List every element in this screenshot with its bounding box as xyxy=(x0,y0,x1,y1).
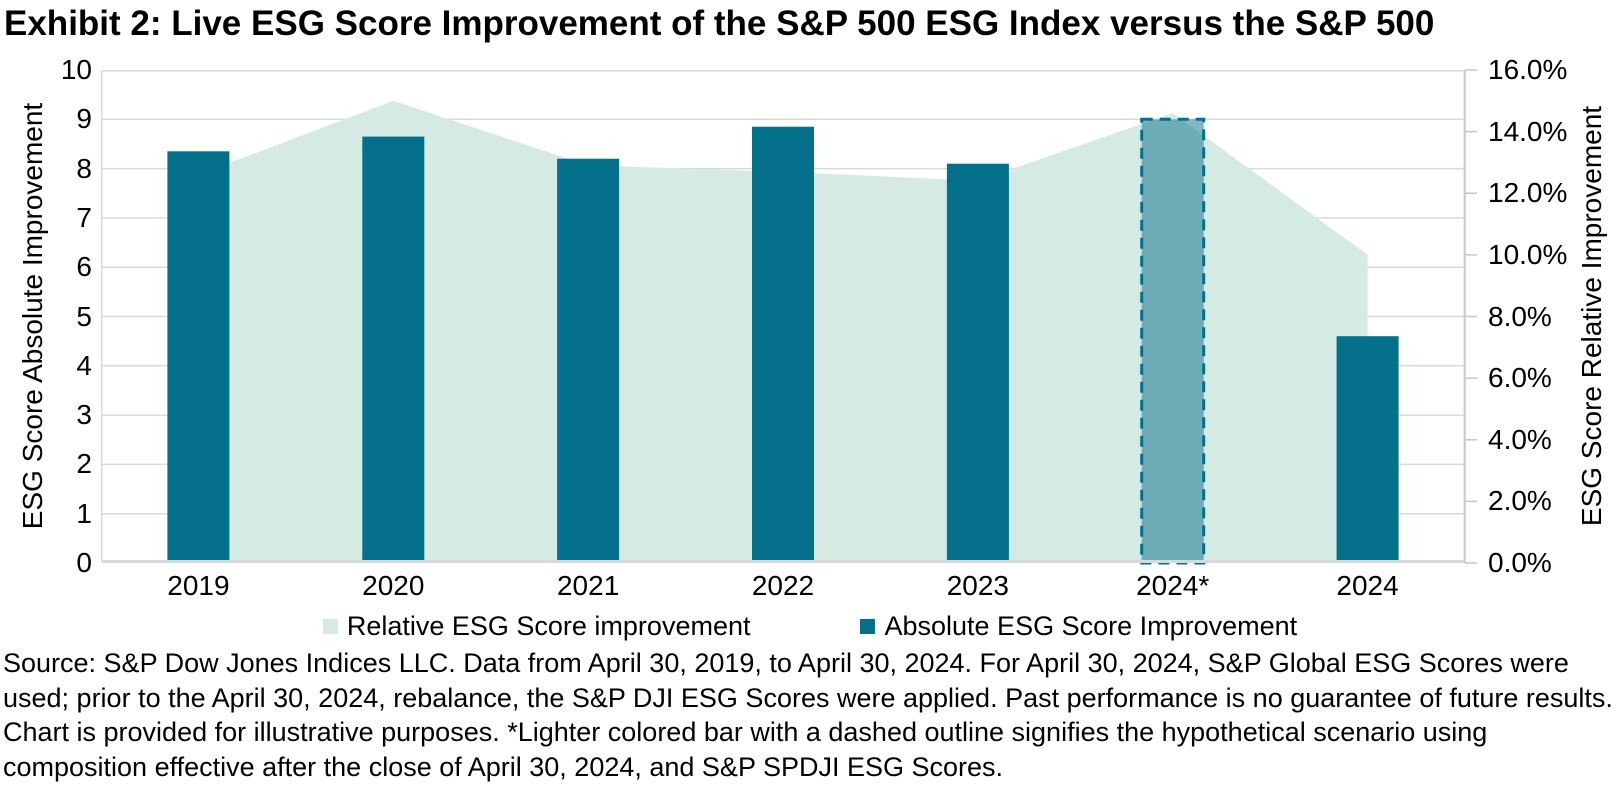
legend-label: Absolute ESG Score Improvement xyxy=(884,610,1298,641)
bar-2021 xyxy=(557,158,620,563)
right-tick-label: 2.0% xyxy=(1488,485,1552,517)
right-tick-label: 10.0% xyxy=(1488,238,1568,270)
bar-hypothetical-2024 xyxy=(1140,117,1206,565)
right-tick-label: 0.0% xyxy=(1488,547,1552,578)
bar-2020 xyxy=(362,136,425,563)
legend-swatch-icon xyxy=(860,618,876,634)
right-tick-label: 8.0% xyxy=(1488,300,1552,332)
left-tick-label: 1 xyxy=(76,497,92,529)
right-tick-label: 16.0% xyxy=(1488,54,1568,85)
chart-title: Exhibit 2: Live ESG Score Improvement of… xyxy=(4,4,1435,43)
x-axis-label-2024: 2024 xyxy=(1336,570,1399,601)
left-tick-label: 9 xyxy=(76,103,92,135)
left-tick-label: 3 xyxy=(76,399,92,431)
legend-item-absolute: Absolute ESG Score Improvement xyxy=(860,611,1297,642)
x-axis-label-2022: 2022 xyxy=(751,570,815,601)
right-tick-label: 12.0% xyxy=(1488,177,1568,209)
plot-area xyxy=(101,69,1477,565)
legend-swatch-icon xyxy=(322,618,338,634)
legend-item-relative: Relative ESG Score improvement xyxy=(322,610,751,642)
left-tick-label: 7 xyxy=(76,201,92,233)
x-axis-label-2020: 2020 xyxy=(362,570,425,601)
left-tick-label: 0 xyxy=(76,547,92,578)
x-axis-label-2021: 2021 xyxy=(556,570,620,601)
right-tick-label: 14.0% xyxy=(1488,115,1568,147)
legend-label: Relative ESG Score improvement xyxy=(346,610,751,641)
source-note: Source: S&P Dow Jones Indices LLC. Data … xyxy=(3,648,1613,782)
chart-legend: Relative ESG Score improvement Absolute E… xyxy=(0,610,1620,642)
x-axis-label-2024: 2024* xyxy=(1136,570,1210,601)
left-tick-label: 8 xyxy=(76,152,92,184)
left-tick-label: 2 xyxy=(76,448,92,480)
right-tick-label: 6.0% xyxy=(1488,362,1552,394)
left-tick-label: 6 xyxy=(76,251,92,283)
left-tick-label: 5 xyxy=(76,300,92,332)
bar-2024 xyxy=(1336,336,1399,563)
right-tick-label: 4.0% xyxy=(1488,423,1552,455)
x-axis-label-2019: 2019 xyxy=(167,570,230,601)
left-tick-label: 10 xyxy=(60,54,92,85)
right-axis-title: ESG Score Relative Improvement xyxy=(1576,105,1607,527)
bar-2022 xyxy=(752,126,814,563)
bar-2023 xyxy=(946,163,1009,563)
left-tick-label: 4 xyxy=(76,349,92,381)
bar-2019 xyxy=(167,151,230,564)
x-axis-label-2023: 2023 xyxy=(946,570,1009,601)
